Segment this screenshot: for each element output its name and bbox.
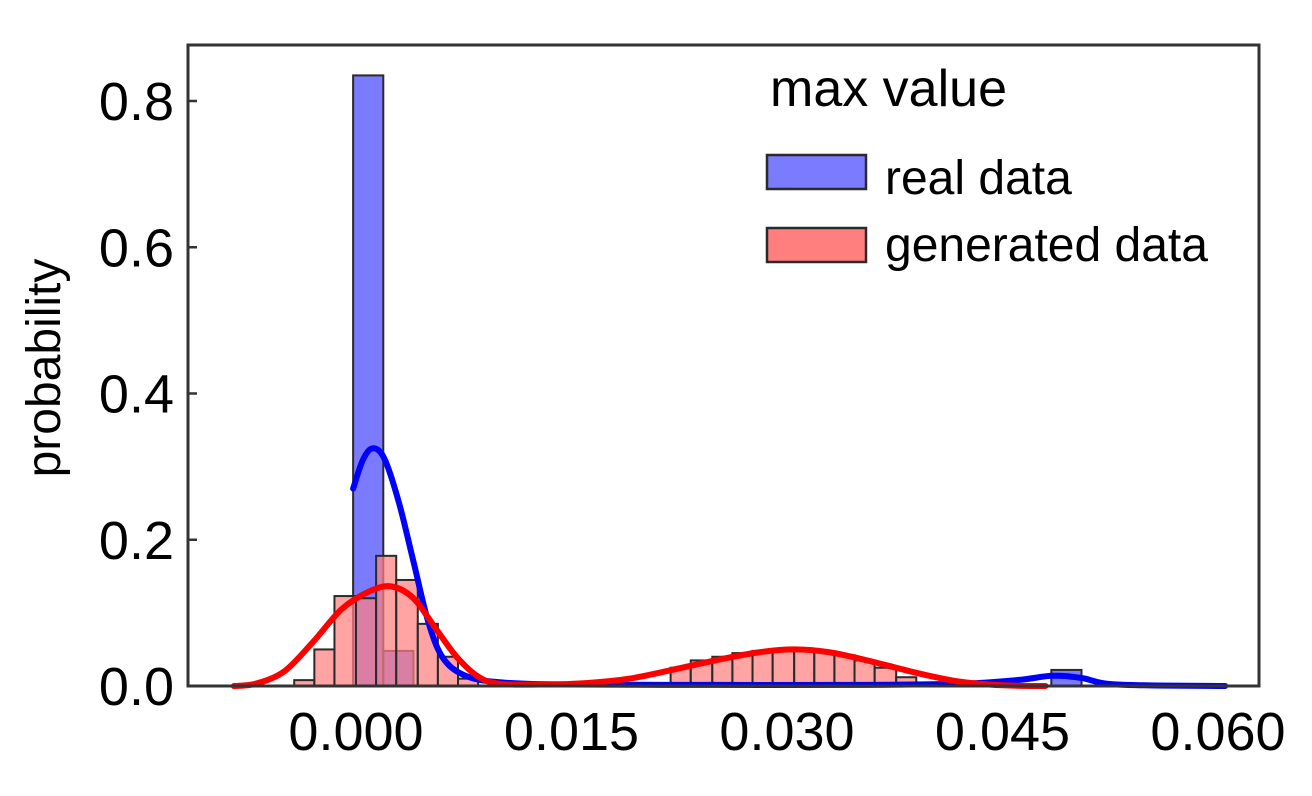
legend-title: max value — [770, 60, 1007, 118]
x-tick-label: 0.030 — [719, 702, 854, 762]
y-tick-label: 0.2 — [99, 511, 174, 571]
y-tick-label: 0.0 — [99, 657, 174, 717]
x-tick-label: 0.000 — [288, 702, 423, 762]
y-tick-label: 0.8 — [99, 72, 174, 132]
generated-data-bar-16 — [813, 650, 836, 687]
x-tick-label: 0.015 — [504, 702, 639, 762]
legend-label-real-data: real data — [885, 152, 1072, 205]
generated-data-bar-1 — [313, 648, 336, 687]
x-axis-ticks: 0.000 0.015 0.030 0.045 0.060 — [288, 702, 1285, 762]
generated-data-bar-17 — [833, 654, 856, 687]
x-tick-label: 0.045 — [935, 702, 1070, 762]
generated-data-bar-3 — [355, 597, 378, 687]
legend-label-generated-data: generated data — [885, 219, 1208, 272]
generated-data-bar-15 — [793, 648, 816, 687]
legend: max value real data generated data — [765, 60, 1208, 272]
generated-data-bar-14 — [771, 648, 796, 687]
real-data-bar-0 — [352, 74, 385, 687]
legend-swatch-generated-data — [765, 226, 868, 264]
y-axis-label: probability — [18, 259, 71, 478]
generated-data-bar-13 — [751, 649, 774, 688]
legend-swatch-real-data — [765, 153, 868, 191]
generated-data-bar-4 — [375, 554, 398, 688]
generated-data-bars — [293, 554, 918, 688]
y-tick-label: 0.6 — [99, 218, 174, 278]
y-tick-label: 0.4 — [99, 365, 174, 425]
plot-frame — [186, 43, 1261, 688]
x-tick-label: 0.060 — [1150, 702, 1285, 762]
y-axis-ticks: 0.0 0.2 0.4 0.6 0.8 — [99, 72, 197, 717]
